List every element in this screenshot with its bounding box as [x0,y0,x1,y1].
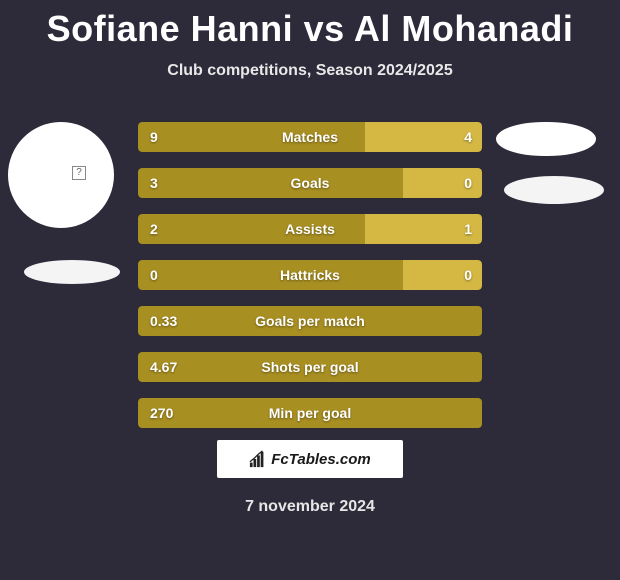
comparison-bars: 94Matches 30Goals 21Assists 00Hattricks 0.33… [138,122,482,444]
bar-label: Hattricks [138,260,482,290]
bar-label: Goals per match [138,306,482,336]
bar-row: 21Assists [138,214,482,244]
bar-label: Matches [138,122,482,152]
watermark-text: FcTables.com [271,451,370,468]
bar-row: 4.67Shots per goal [138,352,482,382]
watermark: FcTables.com [217,440,403,478]
fctables-logo-icon [249,450,267,468]
page-subtitle: Club competitions, Season 2024/2025 [0,62,620,80]
bar-label: Goals [138,168,482,198]
bar-label: Min per goal [138,398,482,428]
bar-row: 270Min per goal [138,398,482,428]
bar-label: Shots per goal [138,352,482,382]
player-right-avatar [496,122,596,156]
page-title: Sofiane Hanni vs Al Mohanadi [0,0,620,50]
player-right-shadow [504,176,604,204]
broken-image-icon: ? [72,166,86,180]
bar-label: Assists [138,214,482,244]
bar-row: 94Matches [138,122,482,152]
bar-row: 30Goals [138,168,482,198]
player-left-shadow [24,260,120,284]
bar-row: 00Hattricks [138,260,482,290]
bar-row: 0.33Goals per match [138,306,482,336]
player-left-avatar: ? [8,122,114,228]
date-label: 7 november 2024 [0,498,620,516]
